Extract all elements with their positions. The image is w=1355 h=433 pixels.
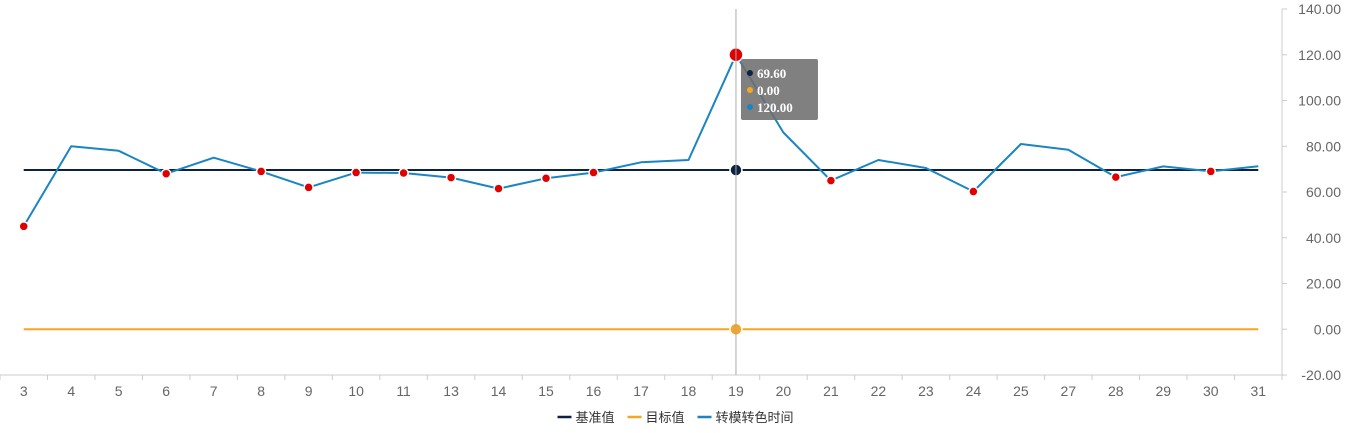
- x-tick-label: 6: [162, 383, 170, 399]
- tooltip-swatch: [746, 87, 753, 93]
- x-tick-label: 20: [776, 383, 792, 399]
- y-tick-label: -20.00: [1301, 367, 1341, 383]
- tooltip-value: 69.60: [757, 66, 786, 81]
- tooltip-value: 120.00: [757, 100, 793, 115]
- legend-item-0[interactable]: 基准值: [557, 410, 615, 425]
- tooltip-box: [740, 59, 818, 120]
- x-tick-label: 11: [396, 383, 411, 399]
- y-tick-label: 100.00: [1298, 93, 1341, 109]
- x-tick-label: 7: [210, 383, 218, 399]
- x-tick-label: 28: [1108, 383, 1124, 399]
- legend-label: 目标值: [646, 410, 685, 425]
- data-point-marker[interactable]: [1110, 171, 1122, 183]
- tooltip: 69.60 0.00 120.00: [740, 59, 818, 120]
- x-tick-label: 5: [115, 383, 123, 399]
- x-tick-label: 21: [823, 383, 839, 399]
- legend-label: 转模转色时间: [716, 410, 794, 425]
- data-point-marker[interactable]: [588, 167, 599, 178]
- legend-label: 基准值: [576, 410, 615, 425]
- x-tick-label: 13: [443, 383, 459, 399]
- data-point-marker[interactable]: [1205, 166, 1217, 177]
- tooltip-swatch: [746, 70, 753, 76]
- data-point-marker[interactable]: [255, 166, 267, 177]
- y-tick-label: 120.00: [1298, 47, 1341, 63]
- data-point-marker[interactable]: [18, 221, 29, 232]
- x-tick-label: 14: [491, 383, 507, 399]
- legend-item-2[interactable]: 转模转色时间: [697, 410, 794, 425]
- x-tick-label: 19: [728, 383, 744, 399]
- y-tick-label: 60.00: [1306, 184, 1341, 200]
- x-tick-label: 18: [681, 383, 697, 399]
- x-tick-label: 24: [966, 383, 982, 399]
- x-tick-label: 17: [633, 383, 649, 399]
- data-point-marker[interactable]: [350, 167, 362, 178]
- x-tick-label: 9: [305, 383, 313, 399]
- data-point-marker[interactable]: [540, 173, 552, 184]
- y-tick-label: 80.00: [1306, 138, 1341, 154]
- x-tick-label: 23: [918, 383, 934, 399]
- x-tick-label: 25: [1013, 383, 1029, 399]
- y-tick-label: 40.00: [1306, 230, 1341, 246]
- x-tick-label: 15: [538, 383, 554, 399]
- data-point-marker[interactable]: [398, 167, 409, 179]
- y-tick-label: 0.00: [1314, 321, 1341, 337]
- x-tick-label: 8: [257, 383, 265, 399]
- data-point-marker[interactable]: [968, 186, 979, 197]
- data-point-marker[interactable]: [493, 183, 504, 194]
- x-tick-label: 22: [871, 383, 887, 399]
- data-point-marker[interactable]: [303, 182, 314, 193]
- x-tick-label: 10: [348, 383, 364, 399]
- data-point-marker[interactable]: [160, 168, 172, 179]
- series-line-2: [22, 53, 1259, 227]
- x-tick-label: 31: [1250, 383, 1266, 399]
- tooltip-swatch: [746, 104, 753, 110]
- tooltip-value: 0.00: [757, 83, 780, 98]
- x-tick-label: 30: [1203, 383, 1219, 399]
- legend-item-1[interactable]: 目标值: [627, 410, 685, 425]
- x-tick-label: 27: [1061, 383, 1077, 399]
- x-tick-label: 29: [1156, 383, 1172, 399]
- y-tick-label: 20.00: [1306, 276, 1341, 292]
- x-tick-label: 3: [20, 383, 28, 399]
- data-point-marker[interactable]: [825, 175, 837, 186]
- x-tick-label: 4: [67, 383, 75, 399]
- data-point-marker[interactable]: [445, 172, 457, 183]
- x-tick-label: 16: [586, 383, 602, 399]
- y-tick-label: 140.00: [1298, 1, 1341, 17]
